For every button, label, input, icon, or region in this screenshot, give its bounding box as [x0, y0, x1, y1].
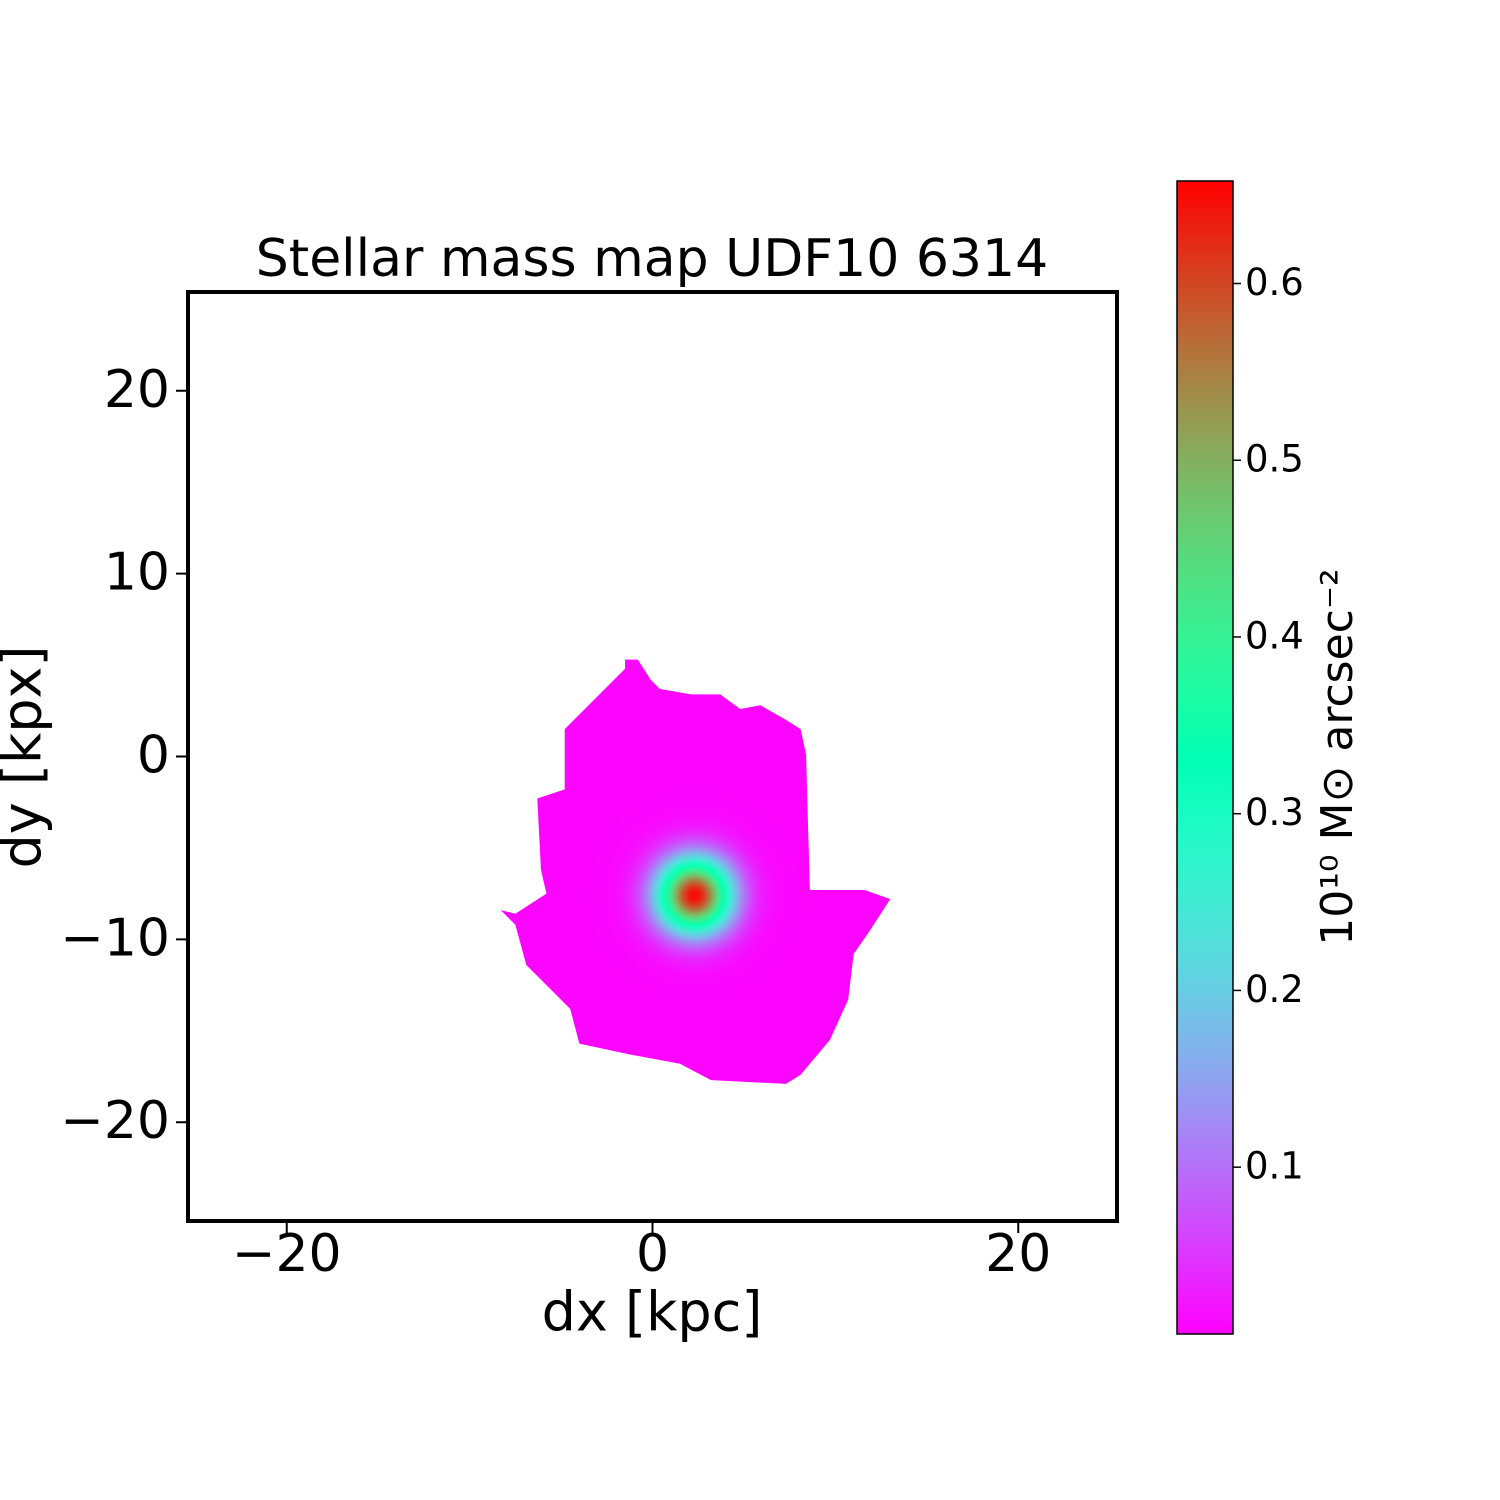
y-axis-label: dy [kpx]	[0, 645, 54, 868]
colorbar-label: 10¹⁰ M⊙ arcsec⁻²	[1312, 568, 1363, 945]
x-axis-label: dx [kpc]	[542, 1281, 763, 1344]
colorbar-tick-label: 0.3	[1245, 791, 1304, 834]
y-tick-label: 0	[137, 726, 170, 786]
map-peak	[566, 748, 823, 1043]
colorbar-tick-label: 0.4	[1245, 614, 1304, 657]
colorbar-tick-label: 0.6	[1245, 261, 1304, 304]
y-tick-label: 20	[104, 360, 170, 420]
map	[500, 659, 891, 1084]
colorbar-tick-label: 0.5	[1245, 438, 1304, 481]
y-tick-label: −10	[60, 908, 170, 968]
chart-title: Stellar mass map UDF10 6314	[256, 229, 1048, 289]
y-tick-label: −20	[60, 1091, 170, 1151]
y-tick-label: 10	[104, 543, 170, 603]
x-tick-label: 0	[636, 1224, 669, 1284]
colorbar-tick-label: 0.2	[1245, 968, 1304, 1011]
x-tick-label: 20	[985, 1224, 1051, 1284]
x-tick-label: −20	[232, 1224, 342, 1284]
colorbar	[1176, 180, 1234, 1335]
colorbar-tick-label: 0.1	[1245, 1145, 1304, 1188]
